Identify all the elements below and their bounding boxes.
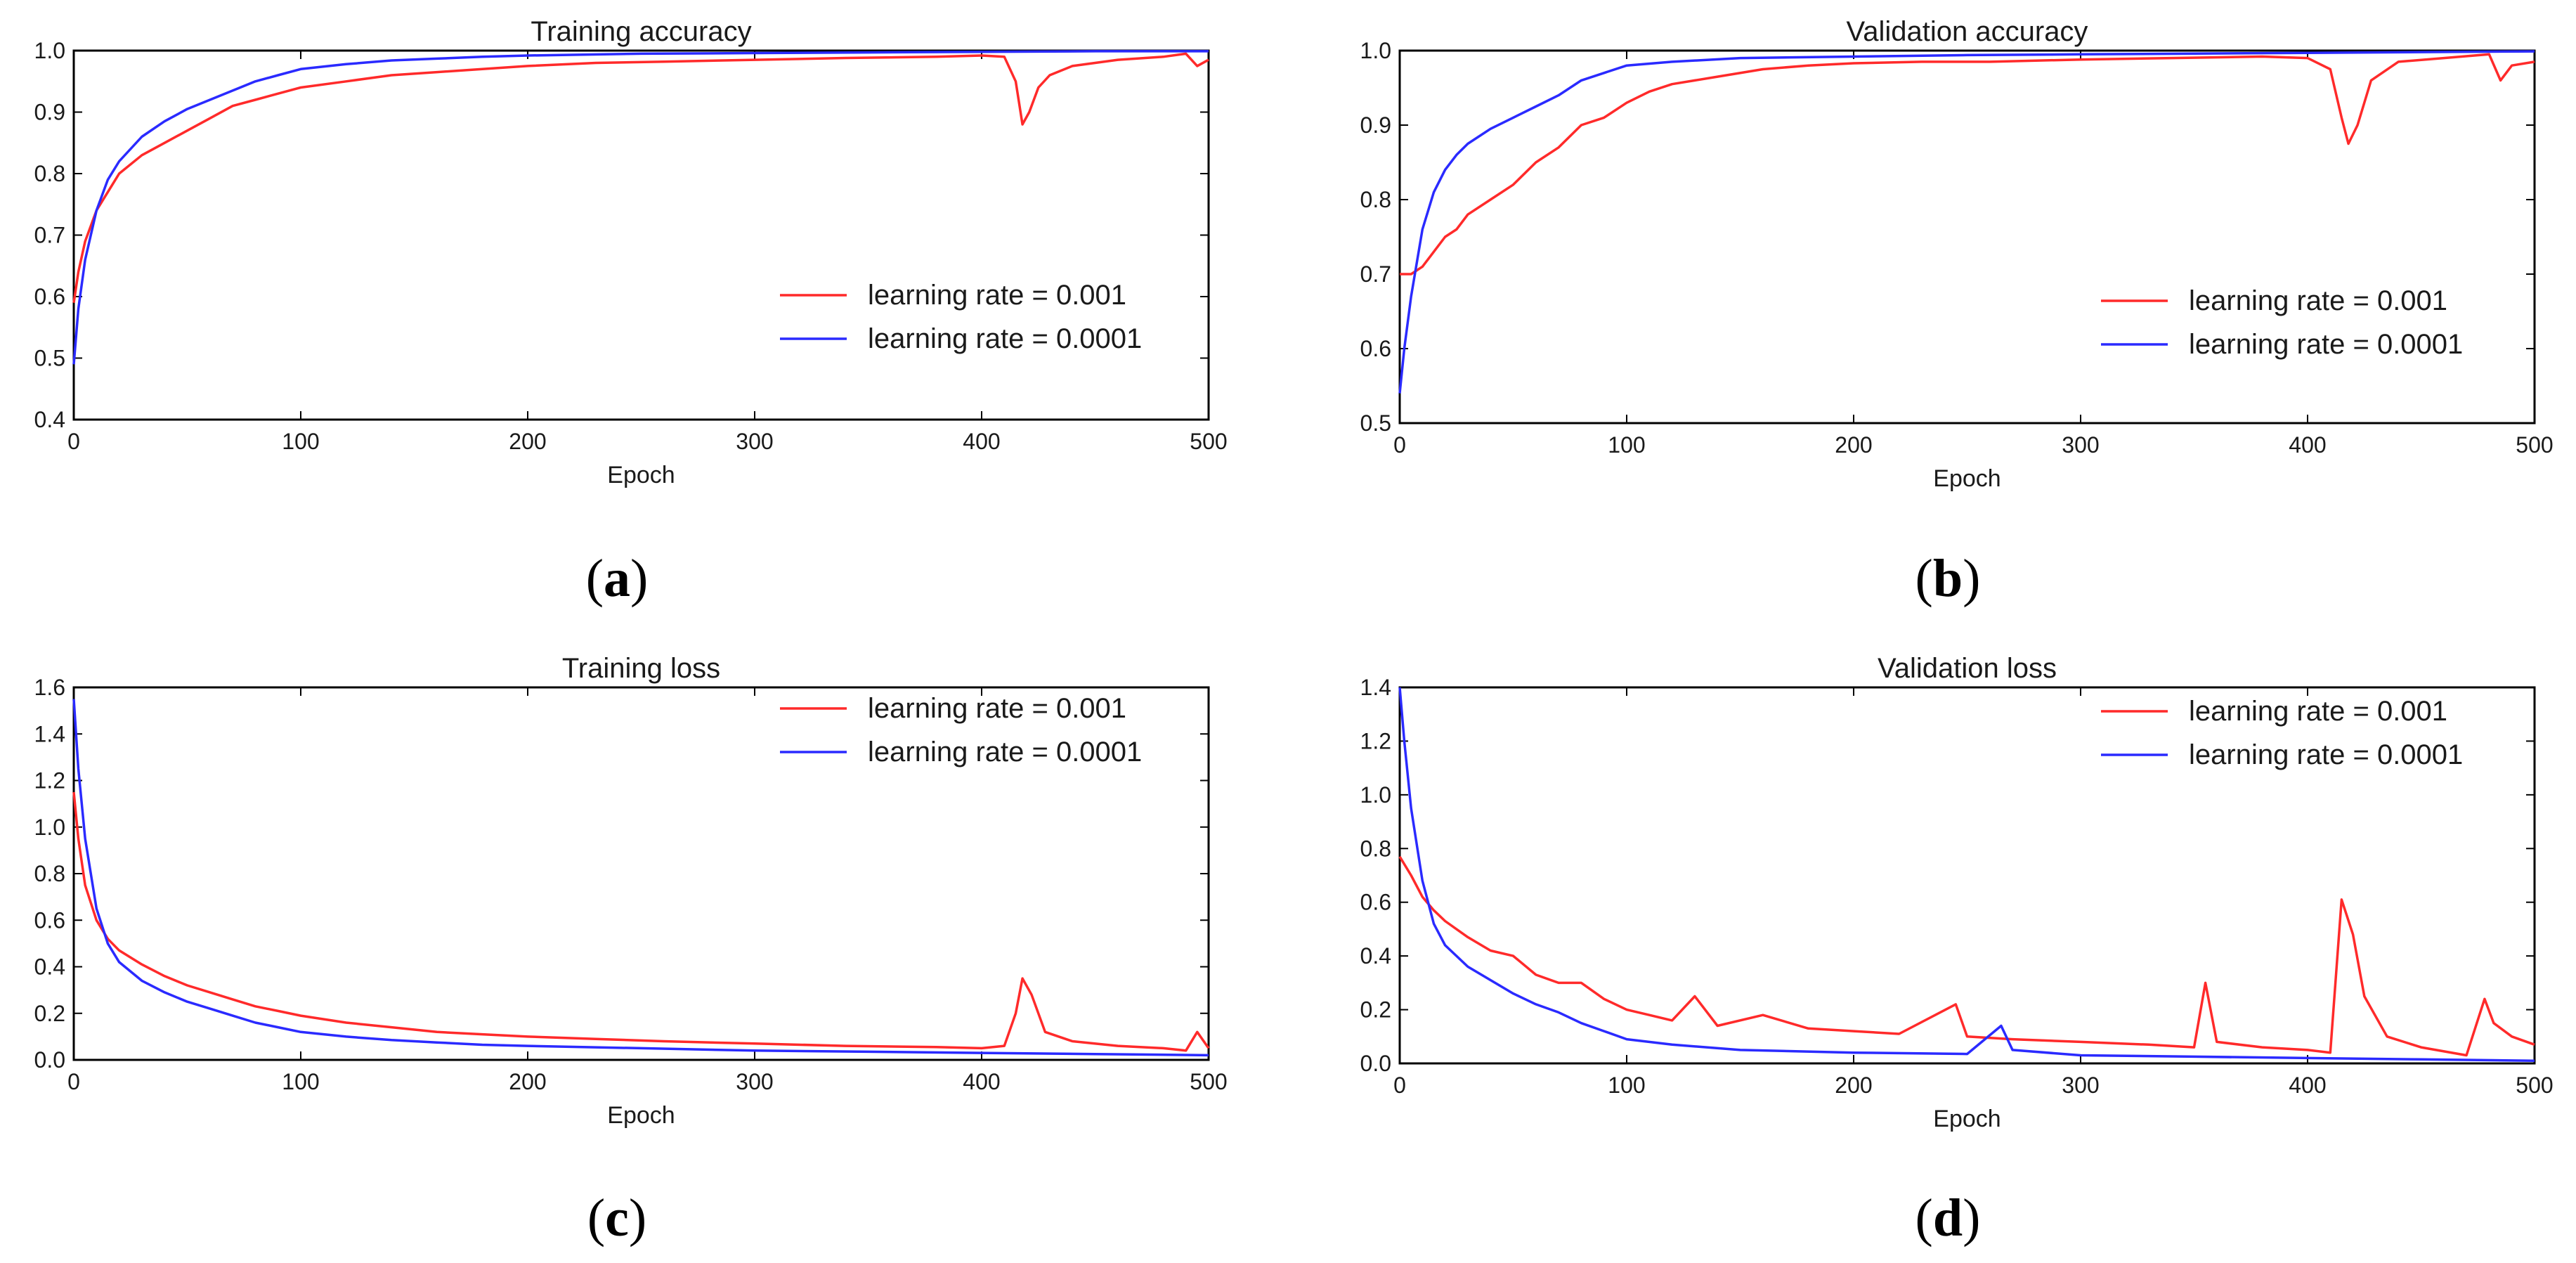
chart-title-c: Training loss <box>562 653 720 684</box>
y-tick-label-c: 0.6 <box>34 907 65 933</box>
x-tick-label-d: 300 <box>2062 1073 2099 1098</box>
x-axis-label-a: Epoch <box>607 462 675 488</box>
x-tick-label-d: 200 <box>1835 1073 1872 1098</box>
y-tick-label-c: 1.4 <box>34 721 65 746</box>
y-tick-label-a: 0.8 <box>34 161 65 186</box>
y-tick-label-a: 1.0 <box>34 38 65 63</box>
y-tick-label-a: 0.9 <box>34 100 65 125</box>
y-tick-label-c: 1.2 <box>34 768 65 794</box>
y-tick-label-c: 0.8 <box>34 861 65 886</box>
caption-c: (c) <box>587 1188 647 1248</box>
chart-title-d: Validation loss <box>1878 653 2057 684</box>
series-line-a-lr-0.001 <box>72 52 1209 304</box>
caption-d: (d) <box>1915 1188 1981 1248</box>
y-tick-label-d: 1.2 <box>1360 728 1391 753</box>
x-tick-label-c: 0 <box>67 1069 80 1094</box>
y-tick-label-d: 0.0 <box>1360 1051 1391 1076</box>
chart-b: Validation accuracy 0 100 200 300 400 500 0.5 0.… <box>1360 16 2554 492</box>
x-axis-label-d: Epoch <box>1933 1106 2001 1132</box>
series-line-b-lr-0.0001 <box>1398 50 2535 394</box>
legend-label-d-0: learning rate = 0.001 <box>2189 696 2447 727</box>
y-tick-label-c: 1.0 <box>34 815 65 840</box>
y-tick-label-b: 0.7 <box>1360 261 1391 287</box>
x-tick-label-c: 400 <box>963 1069 1000 1094</box>
chart-title-a: Training accuracy <box>531 16 751 47</box>
chart-a: Training accuracy 0 100 200 300 400 500 0.4 0.5 0… <box>34 16 1228 488</box>
series-line-b-lr-0.001 <box>1400 53 2535 276</box>
x-tick-label-b: 0 <box>1393 432 1406 458</box>
legend-label-c-0: learning rate = 0.001 <box>868 693 1126 724</box>
chart-title-b: Validation accuracy <box>1847 16 2088 47</box>
x-tick-label-b: 200 <box>1835 432 1872 458</box>
chart-c: Training loss 0 100 200 300 400 500 0.0 0.2 0.4 0.… <box>34 653 1228 1129</box>
y-tick-label-b: 0.8 <box>1360 187 1391 212</box>
legend-label-a-0: learning rate = 0.001 <box>868 280 1126 311</box>
x-tick-label-c: 200 <box>509 1069 546 1094</box>
y-tick-label-a: 0.5 <box>34 346 65 371</box>
y-tick-label-b: 0.5 <box>1360 410 1391 436</box>
legend-label-a-1: learning rate = 0.0001 <box>868 323 1142 354</box>
x-tick-label-a: 0 <box>67 429 80 454</box>
series-line-a-lr-0.0001 <box>72 50 1209 365</box>
y-tick-label-a: 0.6 <box>34 284 65 309</box>
y-tick-label-c: 0.4 <box>34 954 65 980</box>
legend-label-d-1: learning rate = 0.0001 <box>2189 739 2463 770</box>
legend-label-c-1: learning rate = 0.0001 <box>868 737 1142 767</box>
y-tick-label-d: 0.6 <box>1360 890 1391 915</box>
x-tick-label-a: 500 <box>1190 429 1227 454</box>
x-tick-label-a: 100 <box>282 429 319 454</box>
x-tick-label-d: 100 <box>1608 1073 1645 1098</box>
y-tick-label-a: 0.4 <box>34 407 65 432</box>
y-tick-label-c: 0.0 <box>34 1047 65 1073</box>
y-tick-label-a: 0.7 <box>34 223 65 248</box>
y-tick-label-c: 1.6 <box>34 675 65 700</box>
plot-area-d <box>1398 686 2536 1065</box>
x-tick-label-d: 400 <box>2289 1073 2326 1098</box>
plot-area-a <box>72 49 1210 421</box>
y-tick-label-d: 0.2 <box>1360 997 1391 1023</box>
x-axis-label-c: Epoch <box>607 1102 675 1129</box>
series-line-c-lr-0.001 <box>72 791 1210 1052</box>
y-tick-label-d: 0.4 <box>1360 943 1391 969</box>
legend-label-b-0: learning rate = 0.001 <box>2189 285 2447 316</box>
y-tick-label-d: 1.0 <box>1360 782 1391 808</box>
y-tick-label-c: 0.2 <box>34 1001 65 1026</box>
x-tick-label-b: 500 <box>2516 432 2553 458</box>
y-tick-label-b: 0.9 <box>1360 112 1391 138</box>
plot-area-b <box>1398 49 2536 425</box>
chart-d: Validation loss 0 100 200 300 400 500 0.0 0.2 0.4… <box>1360 653 2554 1132</box>
x-tick-label-a: 300 <box>736 429 773 454</box>
x-tick-label-b: 100 <box>1608 432 1645 458</box>
y-tick-label-d: 0.8 <box>1360 836 1391 861</box>
x-tick-label-c: 300 <box>736 1069 773 1094</box>
x-tick-label-c: 100 <box>282 1069 319 1094</box>
x-tick-label-d: 500 <box>2516 1073 2553 1098</box>
x-tick-label-d: 0 <box>1393 1073 1406 1098</box>
x-tick-label-a: 200 <box>509 429 546 454</box>
series-line-d-lr-0.001 <box>1398 855 2535 1057</box>
x-axis-label-b: Epoch <box>1933 465 2001 492</box>
x-tick-label-c: 500 <box>1190 1069 1227 1094</box>
series-line-d-lr-0.0001 <box>1398 687 2535 1062</box>
y-tick-label-b: 0.6 <box>1360 336 1391 361</box>
y-tick-label-d: 1.4 <box>1360 675 1391 700</box>
caption-b: (b) <box>1915 549 1981 608</box>
y-tick-label-b: 1.0 <box>1360 38 1391 63</box>
caption-a: (a) <box>585 549 649 608</box>
x-tick-label-a: 400 <box>963 429 1000 454</box>
series-line-c-lr-0.0001 <box>72 699 1209 1057</box>
legend-label-b-1: learning rate = 0.0001 <box>2189 329 2463 360</box>
x-tick-label-b: 400 <box>2289 432 2326 458</box>
x-tick-label-b: 300 <box>2062 432 2099 458</box>
